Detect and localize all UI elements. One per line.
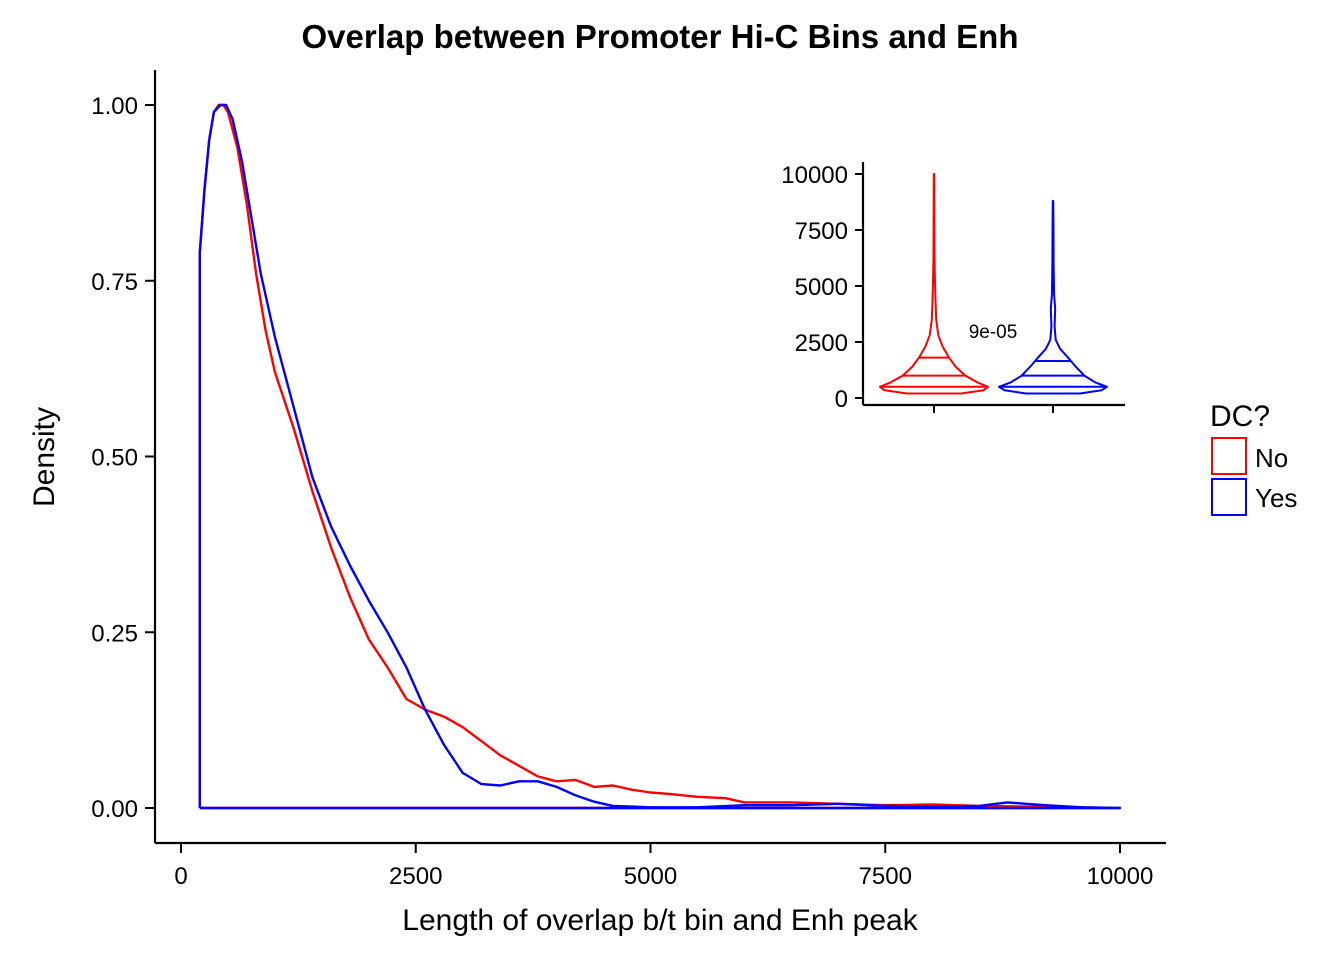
- inset-violin-plot: 0 2500 5000 7500 10000 9e-05: [781, 162, 1125, 413]
- x-tick-label: 0: [174, 863, 187, 890]
- y-axis-ticks: 0.00 0.25 0.50 0.75 1.00: [91, 93, 155, 823]
- p-value-annotation: 9e-05: [969, 322, 1018, 343]
- density-series: [198, 103, 1122, 810]
- x-tick-label: 7500: [859, 863, 912, 890]
- legend-label-no: No: [1255, 443, 1288, 473]
- legend-key-no: [1211, 437, 1247, 475]
- y-axis-title: Density: [28, 407, 61, 507]
- density-line-yes: [198, 103, 1122, 810]
- inset-y-tick-label: 0: [835, 386, 848, 413]
- violin-yes: [998, 199, 1108, 395]
- x-axis-title: Length of overlap b/t bin and Enh peak: [402, 904, 918, 937]
- y-tick-label: 0.00: [91, 796, 138, 823]
- x-axis-ticks: 0 2500 5000 7500 10000: [174, 843, 1153, 890]
- legend-item-no: No: [1211, 437, 1288, 475]
- y-tick-label: 0.50: [91, 445, 138, 472]
- inset-y-tick-label: 10000: [781, 162, 848, 189]
- inset-x-axis-ticks: [933, 405, 1054, 413]
- inset-y-tick-label: 7500: [795, 218, 848, 245]
- inset-y-tick-label: 2500: [795, 330, 848, 357]
- y-tick-label: 0.25: [91, 620, 138, 647]
- inset-violins: [879, 173, 1108, 395]
- y-tick-label: 0.75: [91, 269, 138, 296]
- x-tick-label: 5000: [624, 863, 677, 890]
- legend-item-yes: Yes: [1211, 478, 1297, 516]
- legend-label-yes: Yes: [1255, 483, 1297, 513]
- y-tick-label: 1.00: [91, 93, 138, 120]
- x-tick-label: 10000: [1087, 863, 1154, 890]
- violin-no: [879, 173, 989, 395]
- legend-key-yes: [1211, 478, 1247, 516]
- legend-title: DC?: [1210, 400, 1270, 433]
- inset-y-tick-label: 5000: [795, 274, 848, 301]
- x-tick-label: 2500: [389, 863, 442, 890]
- density-line-no: [198, 103, 1122, 810]
- chart-title: Overlap between Promoter Hi-C Bins and E…: [302, 18, 1019, 55]
- legend: DC? No Yes: [1210, 400, 1297, 516]
- inset-y-axis-ticks: 0 2500 5000 7500 10000: [781, 162, 863, 413]
